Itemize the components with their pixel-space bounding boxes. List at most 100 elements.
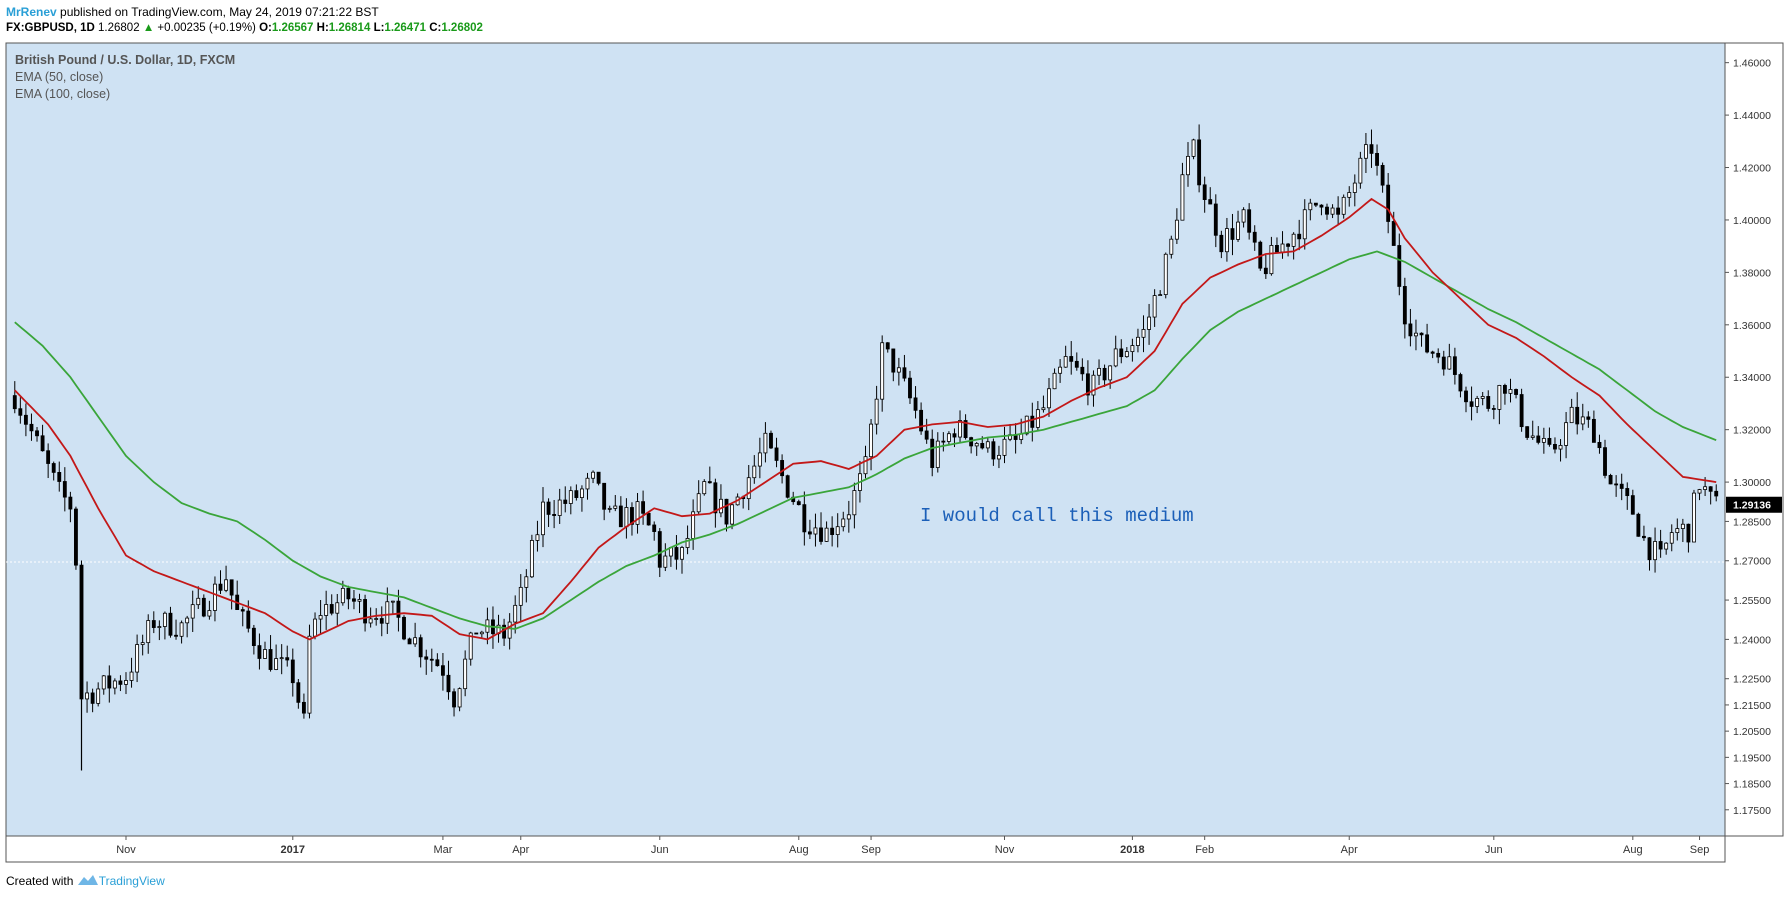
low-value: 1.26471: [384, 22, 426, 34]
candle: [1097, 359, 1101, 386]
candle: [1669, 524, 1674, 552]
candle: [418, 634, 423, 668]
candle: [1275, 237, 1279, 253]
candle: [579, 485, 584, 512]
candle: [769, 430, 773, 449]
price-tick-label: 1.44000: [1733, 110, 1771, 122]
candle: [1297, 219, 1302, 251]
ema-50-line: [14, 197, 1717, 641]
price-tick-label: 1.34000: [1733, 372, 1771, 384]
candle: [780, 454, 785, 484]
high-value: 1.26814: [328, 22, 371, 34]
candle: [1313, 202, 1318, 208]
candle: [1174, 208, 1179, 245]
candle: [357, 593, 362, 614]
candle: [1230, 213, 1235, 256]
candle: [1564, 411, 1569, 459]
candle: [62, 467, 67, 512]
candle: [190, 590, 195, 633]
annotation-text[interactable]: I would call this medium: [920, 505, 1194, 527]
time-tick-label: Feb: [1195, 844, 1214, 856]
candle: [1408, 308, 1413, 347]
candle: [268, 635, 273, 672]
candle: [1163, 252, 1168, 299]
candle: [23, 403, 28, 437]
candle: [974, 441, 979, 456]
candle: [713, 478, 718, 528]
candle: [151, 611, 156, 634]
candle: [880, 335, 885, 412]
candle: [1241, 207, 1246, 228]
candle: [785, 474, 790, 499]
candle: [1091, 370, 1096, 407]
candle: [607, 505, 612, 513]
candle: [891, 348, 896, 382]
price-tick-label: 1.30000: [1733, 477, 1771, 489]
candle: [329, 594, 334, 616]
candle: [318, 599, 323, 635]
plot-area[interactable]: [5, 42, 1726, 837]
candle: [574, 484, 579, 501]
candle: [1686, 523, 1691, 553]
candle: [179, 620, 184, 644]
candle: [118, 675, 123, 692]
candle: [74, 506, 78, 570]
price-axis[interactable]: [1724, 42, 1784, 837]
price-tick-label: 1.32000: [1733, 425, 1771, 437]
candle: [852, 482, 857, 529]
candle: [1642, 525, 1646, 541]
candle: [1491, 405, 1496, 420]
candle: [1252, 225, 1257, 251]
symbol: FX:GBPUSD, 1D: [6, 22, 95, 34]
candle: [746, 464, 751, 511]
price-tag-label: 1.29136: [1733, 500, 1771, 512]
candle: [1530, 420, 1535, 440]
candle: [946, 431, 951, 445]
candle: [51, 461, 56, 481]
candle: [702, 479, 707, 496]
candle: [1074, 352, 1079, 371]
candle: [1575, 392, 1580, 435]
candle: [1619, 473, 1624, 501]
candle: [68, 491, 73, 523]
candle: [57, 461, 62, 492]
candle: [1414, 319, 1418, 351]
candle: [1425, 323, 1430, 354]
candle: [46, 443, 51, 479]
time-axis[interactable]: [5, 835, 1726, 863]
candle: [874, 385, 879, 435]
time-tick-label: Jun: [651, 844, 669, 856]
candle: [507, 613, 512, 650]
legend-ema100: EMA (100, close): [15, 87, 110, 101]
candle: [591, 470, 595, 484]
price-chart[interactable]: 1.46000 1.44000 1.42000 1.40000 1.38000 1.360…: [0, 0, 1788, 870]
candle: [1680, 518, 1685, 543]
candle: [374, 608, 379, 626]
candle: [96, 682, 101, 707]
candle: [213, 576, 217, 622]
candle: [1124, 347, 1129, 358]
author-link[interactable]: MrRenev: [6, 5, 57, 19]
candle: [185, 615, 190, 638]
candle: [1219, 230, 1224, 259]
candle: [1341, 194, 1346, 219]
candle: [930, 429, 935, 477]
current-price-tag: 1.29136: [1726, 496, 1782, 513]
legend-instrument: British Pound / U.S. Dollar, 1D, FXCM: [15, 53, 235, 67]
candle: [257, 633, 262, 670]
candle: [1291, 232, 1296, 260]
tradingview-link[interactable]: TradingView: [98, 874, 165, 888]
price-tick-label: 1.25500: [1733, 595, 1771, 607]
candle: [18, 397, 23, 424]
candle: [618, 496, 623, 528]
candle: [518, 574, 523, 621]
candle: [1336, 196, 1341, 225]
price-tick-label: 1.17500: [1733, 805, 1771, 817]
time-tick-label: Nov: [995, 844, 1015, 856]
published-text: published on TradingView.com, May 24, 20…: [60, 5, 379, 19]
candle: [1147, 303, 1152, 345]
candle: [1369, 129, 1374, 168]
candle: [440, 652, 445, 691]
candle: [279, 644, 284, 675]
candle: [835, 513, 840, 548]
